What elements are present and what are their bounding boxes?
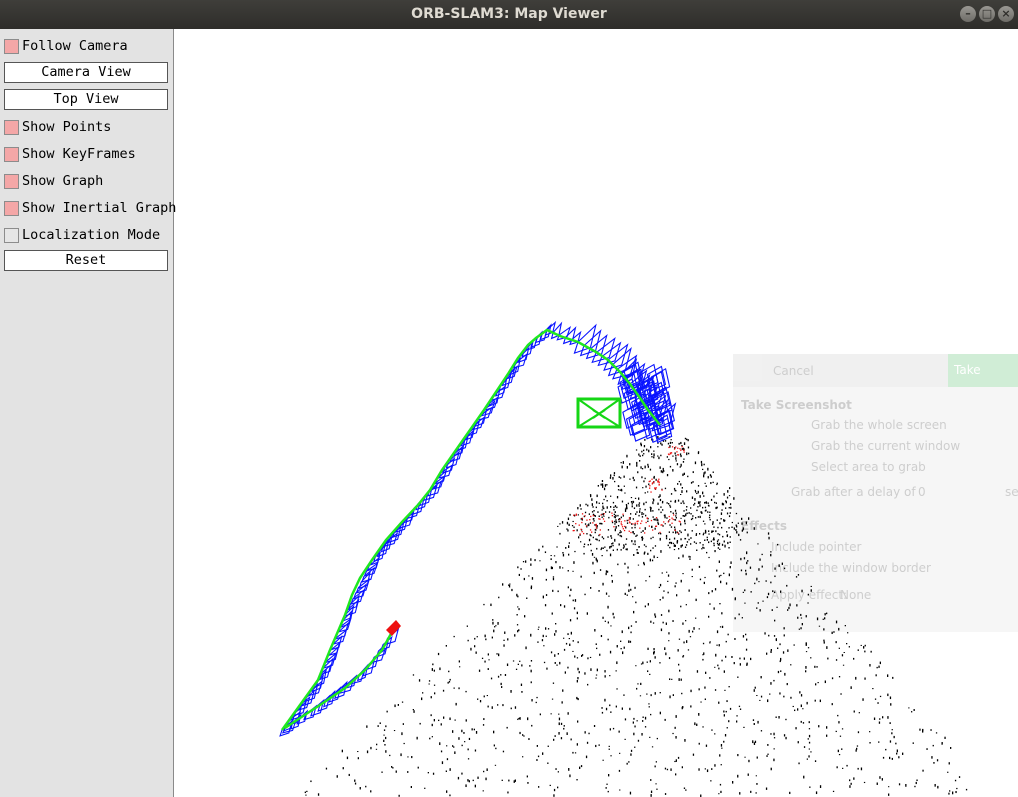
initial-keyframe-marker	[386, 620, 401, 636]
apply-effect-label: Apply effect:	[771, 588, 848, 602]
show-inertial-graph-checkbox[interactable]: Show Inertial Graph	[4, 199, 176, 217]
include-border-option: Include the window border	[771, 561, 931, 575]
maximize-icon[interactable]: □	[979, 6, 995, 22]
effects-heading: Effects	[741, 519, 788, 533]
checkbox-icon[interactable]	[4, 200, 19, 216]
option-whole-screen: Grab the whole screen	[811, 418, 947, 432]
option-current-window: Grab the current window	[811, 439, 961, 453]
checkbox-icon[interactable]	[4, 146, 19, 162]
map-points	[304, 435, 968, 797]
covisibility-graph	[280, 328, 661, 731]
show-inertial-graph-label: Show Inertial Graph	[22, 200, 177, 216]
minimize-icon[interactable]: –	[960, 6, 976, 22]
covisibility-graph-branch	[284, 631, 394, 730]
top-view-button[interactable]: Top View	[4, 89, 168, 110]
camera-view-button[interactable]: Camera View	[4, 62, 168, 83]
effect-value: None	[840, 588, 872, 602]
option-select-area: Select area to grab	[811, 460, 926, 474]
dialog-heading: Take Screenshot	[741, 398, 852, 412]
show-graph-label: Show Graph	[22, 173, 104, 189]
checkbox-icon[interactable]	[4, 173, 19, 189]
delay-unit: se	[1005, 485, 1018, 499]
show-keyframes-checkbox[interactable]: Show KeyFrames	[4, 145, 136, 163]
close-icon[interactable]: ×	[998, 6, 1014, 22]
map-viewer-canvas[interactable]	[174, 29, 1018, 797]
checkbox-icon[interactable]	[4, 227, 19, 243]
show-points-checkbox[interactable]: Show Points	[4, 118, 111, 136]
reset-button[interactable]: Reset	[4, 250, 168, 271]
window-title: ORB-SLAM3: Map Viewer	[411, 6, 607, 22]
localization-mode-label: Localization Mode	[22, 227, 161, 243]
show-graph-checkbox[interactable]: Show Graph	[4, 172, 103, 190]
localization-mode-checkbox[interactable]: Localization Mode	[4, 226, 160, 244]
cancel-button: Cancel	[773, 364, 814, 378]
control-panel: Follow Camera Camera View Top View Show …	[0, 29, 176, 797]
checkbox-icon[interactable]	[4, 38, 19, 54]
delay-value: 0	[918, 485, 926, 499]
checkbox-icon[interactable]	[4, 119, 19, 135]
dialog-header: Cancel Take Screensh	[733, 354, 1018, 410]
keyframe-frustums	[279, 320, 677, 737]
show-keyframes-label: Show KeyFrames	[22, 146, 136, 162]
reference-map-points	[572, 446, 685, 536]
include-pointer-option: Include pointer	[771, 540, 862, 554]
show-points-label: Show Points	[22, 119, 112, 135]
follow-camera-label: Follow Camera	[22, 38, 128, 54]
current-camera	[576, 397, 622, 429]
delay-label: Grab after a delay of	[791, 485, 916, 499]
follow-camera-checkbox[interactable]: Follow Camera	[4, 37, 128, 55]
take-screenshot-button: Take Screensh	[948, 354, 1018, 410]
title-bar: ORB-SLAM3: Map Viewer – □ ×	[0, 0, 1018, 29]
